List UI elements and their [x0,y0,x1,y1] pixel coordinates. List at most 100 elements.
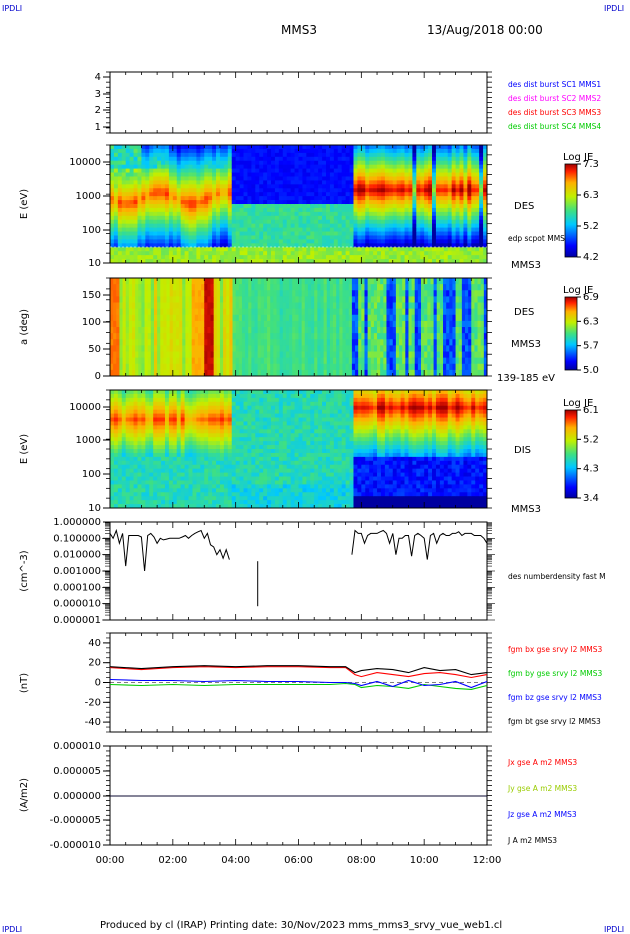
spectrogram-cell [389,333,394,340]
spectrogram-cell [395,308,400,316]
spectrogram-cell [399,278,403,285]
spectrogram-cell [135,333,139,340]
spectrogram-cell [463,215,468,221]
spectrogram-cell [290,156,295,162]
spectrogram-cell [333,333,337,340]
spectrogram-cell [238,357,243,365]
spectrogram-cell [157,363,161,371]
spectrogram-cell [389,296,394,303]
spectrogram-cell [377,351,381,359]
spectrogram-cell [129,223,134,228]
spectrogram-cell [157,243,162,248]
spectrogram-cell [294,188,299,193]
spectrogram-cell [125,327,130,334]
spectrogram-cell [169,302,174,310]
spectrogram-cell [210,302,215,310]
spectrogram-cell [455,180,460,185]
spectrogram-cell [184,235,189,240]
spectrogram-cell [184,164,189,169]
spectrogram-cell [377,235,382,240]
spectrogram-cell [161,239,166,244]
spectrogram-cell [263,215,268,221]
spectrogram-cell [480,351,485,359]
spectrogram-cell [184,160,189,166]
spectrogram-cell [119,327,123,334]
spectrogram-cell [145,160,150,166]
spectrogram-cell [153,251,158,256]
spectrogram-cell [322,168,327,173]
spectrogram-cell [290,259,295,264]
spectrogram-cell [145,192,150,197]
spectrogram-cell [204,235,209,240]
spectrogram-cell [436,314,441,322]
spectrogram-cell [439,320,444,328]
spectrogram-cell [216,235,221,240]
spectrogram-cell [435,215,441,221]
spectrogram-cell [420,172,425,177]
spectrogram-cell [243,176,248,181]
spectrogram-cell [365,200,370,205]
spectrogram-cell [223,314,227,322]
spectrogram-cell [204,145,209,150]
spectrogram-cell [235,339,240,346]
spectrogram-cell [306,176,311,181]
spectrogram-cell [168,243,174,248]
spectrogram-cell [353,235,358,240]
spectrogram-cell [345,333,350,340]
spectrogram-cell [339,333,343,340]
spectrogram-cell [424,160,429,166]
spectrogram-cell [302,223,307,228]
spectrogram-cell [351,302,356,310]
spectrogram-cell [480,333,485,340]
spectrogram-cell [116,363,120,371]
spectrogram-cell [370,333,375,340]
spectrogram-cell [337,148,343,154]
spectrogram-cell [194,278,199,285]
spectrogram-cell [188,168,193,173]
spectrogram-cell [216,184,221,189]
spectrogram-cell [251,207,256,213]
spectrogram-cell [323,278,328,285]
spectrogram-cell [153,211,158,217]
spectrogram-cell [420,204,425,209]
spectrogram-cell [145,223,150,228]
spectrogram-cell [461,369,466,377]
spectrogram-cell [141,219,146,225]
spectrogram-cell [229,302,233,310]
spectrogram-cell [175,369,180,377]
spectrogram-cell [345,251,350,256]
spectrogram-cell [131,363,136,371]
spectrogram-cell [468,351,472,359]
spectrogram-cell [243,235,248,240]
spectrogram-cell [145,231,150,236]
spectrogram-cell [396,192,402,197]
spectrogram-cell [290,200,295,205]
spectrogram-cell [274,156,280,162]
spectrogram-cell [247,243,252,248]
spectrogram-cell [113,180,119,185]
spectrogram-cell [427,290,431,297]
spectrogram-cell [232,339,237,346]
spectrogram-cell [428,180,433,185]
spectrogram-cell [420,176,425,181]
spectrogram-cell [121,231,127,236]
spectrogram-cell [443,231,449,236]
spectrogram-cell [336,308,340,316]
spectrogram-cell [314,148,319,154]
spectrogram-cell [113,231,119,236]
spectrogram-cell [271,172,276,177]
spectrogram-cell [185,345,189,352]
spectrogram-cell [113,223,119,228]
spectrogram-cell [204,188,209,193]
spectrogram-cell [182,327,186,334]
spectrogram-cell [153,296,158,303]
spectrogram-cell [479,259,484,264]
spectrogram-cell [452,290,456,297]
spectrogram-cell [243,184,248,189]
spectrogram-cell [164,200,170,205]
spectrogram-cell [157,251,162,256]
spectrogram-cell [180,168,186,173]
spectrogram-cell [306,168,311,173]
spectrogram-cell [282,345,287,352]
spectrogram-cell [314,180,319,185]
